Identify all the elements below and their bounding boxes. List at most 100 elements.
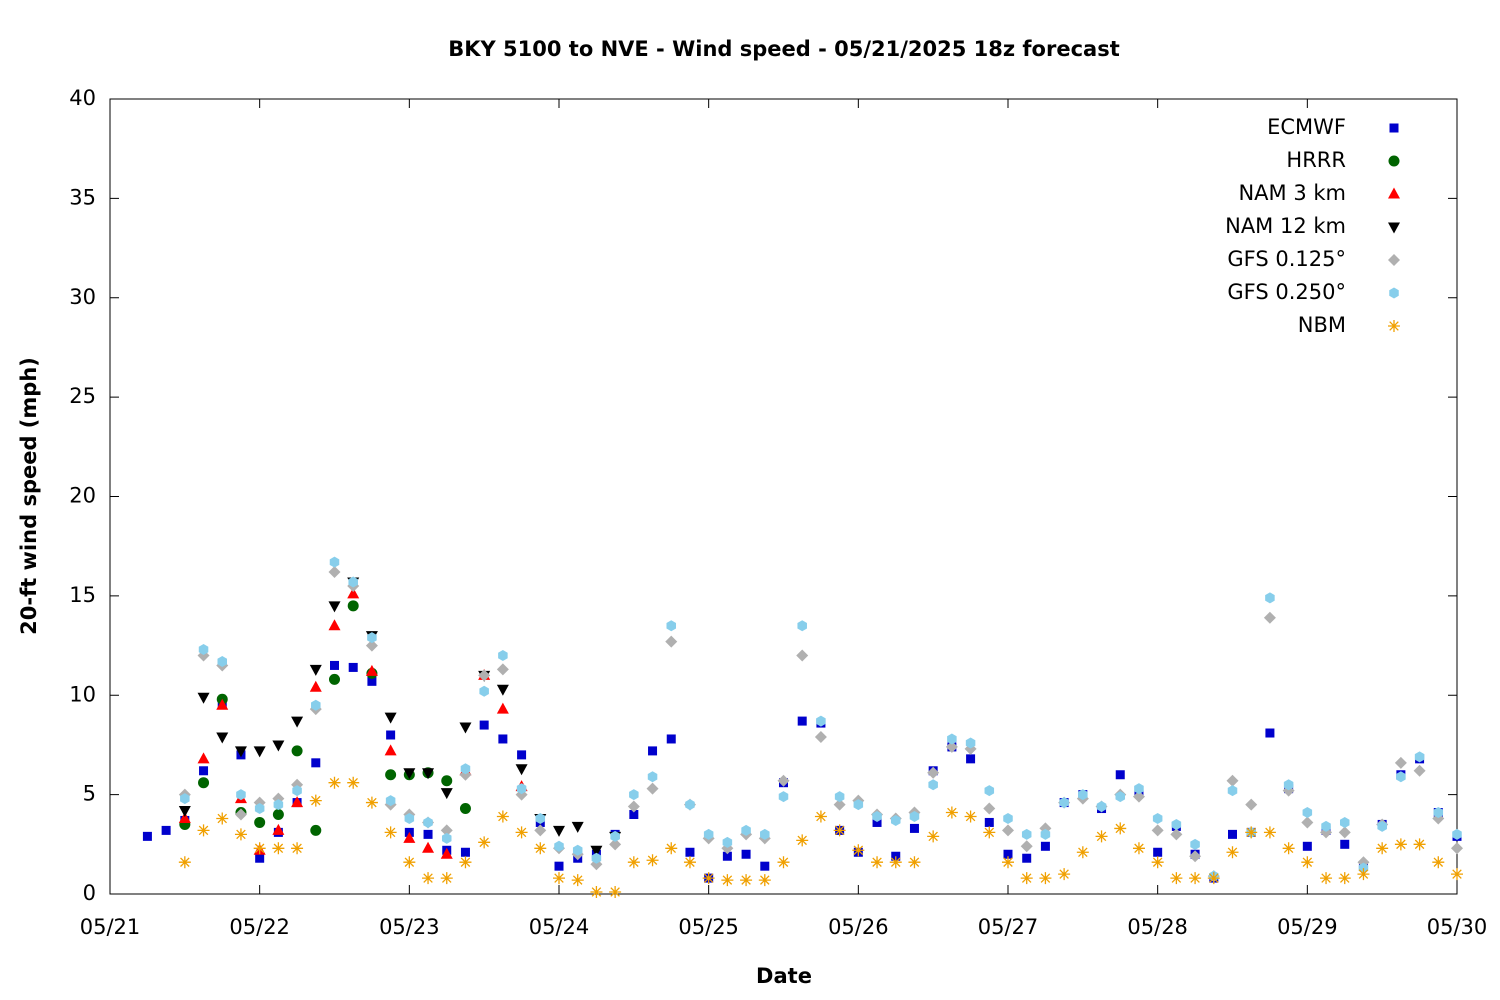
data-point bbox=[328, 776, 341, 789]
data-point bbox=[440, 824, 453, 837]
data-point bbox=[367, 676, 377, 686]
data-point bbox=[553, 825, 565, 837]
data-point bbox=[309, 680, 322, 692]
legend-marker bbox=[1388, 187, 1400, 199]
data-point bbox=[1115, 770, 1125, 780]
data-point bbox=[422, 841, 435, 853]
chart-title: BKY 5100 to NVE - Wind speed - 05/21/202… bbox=[448, 37, 1120, 61]
data-point bbox=[1357, 868, 1370, 881]
legend-label: NBM bbox=[1298, 313, 1346, 337]
data-point bbox=[328, 566, 341, 579]
data-point bbox=[309, 794, 322, 807]
data-point bbox=[1451, 842, 1463, 855]
data-point bbox=[646, 782, 659, 795]
data-point bbox=[534, 824, 547, 837]
data-point bbox=[1432, 856, 1445, 869]
data-point bbox=[1020, 840, 1033, 853]
data-point bbox=[198, 644, 209, 656]
data-point bbox=[329, 673, 340, 685]
data-point bbox=[665, 635, 678, 648]
data-point bbox=[1021, 828, 1032, 840]
data-point bbox=[814, 730, 827, 743]
data-point bbox=[1282, 842, 1295, 855]
data-point bbox=[1451, 868, 1463, 881]
data-point bbox=[330, 660, 339, 670]
data-point bbox=[796, 834, 809, 847]
x-tick-label: 05/21 bbox=[80, 915, 141, 939]
data-point bbox=[685, 799, 695, 811]
data-point bbox=[422, 872, 435, 885]
data-point bbox=[272, 842, 285, 855]
data-point bbox=[1263, 826, 1276, 839]
data-point bbox=[833, 824, 846, 837]
data-point bbox=[778, 791, 789, 803]
data-point bbox=[1396, 771, 1406, 783]
data-point bbox=[422, 768, 435, 780]
data-point bbox=[871, 856, 884, 869]
legend-label: GFS 0.125° bbox=[1227, 247, 1346, 271]
data-point bbox=[629, 810, 639, 819]
data-point bbox=[216, 698, 229, 710]
data-point bbox=[1413, 764, 1426, 777]
data-point bbox=[796, 649, 809, 662]
data-point bbox=[814, 810, 827, 823]
data-point bbox=[927, 830, 940, 843]
data-point bbox=[385, 769, 397, 781]
data-point bbox=[496, 810, 509, 823]
data-point bbox=[1115, 791, 1126, 803]
data-point bbox=[571, 874, 584, 887]
data-point bbox=[515, 764, 528, 776]
data-point bbox=[291, 796, 304, 808]
data-point bbox=[440, 788, 453, 800]
data-point bbox=[1414, 751, 1425, 763]
data-point bbox=[1002, 856, 1014, 869]
data-point bbox=[947, 733, 957, 745]
data-point bbox=[1003, 812, 1013, 824]
data-point bbox=[1170, 872, 1183, 885]
data-point bbox=[1153, 847, 1163, 857]
data-point bbox=[291, 842, 304, 855]
data-point bbox=[1245, 826, 1258, 839]
data-point bbox=[1132, 842, 1145, 855]
data-point bbox=[648, 746, 658, 756]
legend-label: GFS 0.250° bbox=[1227, 280, 1346, 304]
data-point bbox=[161, 825, 171, 835]
data-point bbox=[498, 650, 508, 661]
data-point bbox=[178, 856, 191, 869]
data-point bbox=[1321, 820, 1331, 832]
data-point bbox=[646, 854, 659, 867]
data-point bbox=[254, 803, 265, 815]
data-point bbox=[852, 844, 865, 857]
data-point bbox=[384, 712, 397, 724]
data-point bbox=[440, 872, 453, 885]
data-point bbox=[609, 886, 622, 899]
data-point bbox=[571, 821, 584, 833]
data-point bbox=[1002, 824, 1014, 837]
data-point bbox=[273, 799, 284, 811]
data-point bbox=[197, 824, 210, 837]
data-point bbox=[347, 587, 360, 599]
data-point bbox=[909, 823, 919, 833]
data-point bbox=[1339, 816, 1350, 828]
y-tick-label: 0 bbox=[83, 881, 96, 905]
data-point bbox=[516, 783, 527, 795]
data-point bbox=[1302, 841, 1312, 851]
data-point bbox=[1058, 868, 1071, 881]
data-point bbox=[329, 556, 340, 568]
data-point bbox=[197, 692, 210, 704]
data-point bbox=[1207, 872, 1220, 885]
legend-marker bbox=[1388, 320, 1400, 332]
data-point bbox=[741, 849, 751, 859]
data-point bbox=[909, 810, 920, 822]
data-point bbox=[365, 796, 378, 809]
data-point bbox=[403, 856, 416, 869]
data-point bbox=[889, 856, 902, 869]
y-tick-label: 10 bbox=[69, 682, 96, 706]
data-point bbox=[423, 816, 433, 828]
data-point bbox=[703, 828, 714, 840]
data-point bbox=[254, 816, 266, 828]
data-point bbox=[365, 639, 378, 652]
data-point bbox=[591, 852, 602, 864]
data-point bbox=[908, 856, 921, 869]
